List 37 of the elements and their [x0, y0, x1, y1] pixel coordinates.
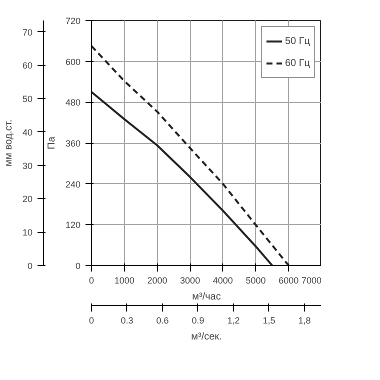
y-tick-label: 360: [65, 138, 81, 148]
y2-tick-label: 20: [22, 194, 33, 204]
y2-tick-label: 40: [22, 127, 33, 138]
x-tick-label: 4000: [212, 276, 233, 286]
y2-tick-label: 0: [27, 261, 33, 271]
y2-tick-label: 50: [22, 94, 33, 104]
legend-label: 50 Гц: [284, 36, 310, 46]
x2-tick-label: 0.3: [120, 316, 134, 326]
y-tick-label: 720: [65, 16, 81, 26]
y2-axis-title: мм вод.ст.: [3, 120, 14, 166]
y-axis-title: Па: [46, 136, 58, 150]
y2-tick-label: 30: [22, 160, 33, 171]
x2-axis-title: м³/сек.: [191, 332, 222, 342]
y-tick-label: 600: [65, 56, 81, 67]
y-tick-label: 240: [65, 179, 81, 190]
y-tick-label: 120: [65, 220, 81, 230]
x2-tick-label: 0.9: [192, 316, 204, 326]
x-tick-label: 7000: [301, 276, 322, 286]
x2-tick-label: 0: [88, 316, 94, 326]
y-tick-label: 0: [75, 261, 81, 271]
x-tick-label: 5000: [246, 276, 266, 286]
y2-tick-label: 60: [22, 60, 33, 71]
x-tick-label: 1000: [114, 276, 134, 286]
y2-tick-label: 70: [22, 27, 33, 38]
x-tick-label: 0: [88, 276, 94, 286]
x2-tick-label: 1,8: [298, 316, 311, 326]
x2-tick-label: 1,5: [262, 316, 276, 326]
x-tick-label: 6000: [278, 276, 299, 286]
legend-label: 60 Гц: [284, 58, 310, 68]
x-axis-title: м³/час: [192, 292, 221, 302]
x2-tick-label: 1,2: [227, 316, 240, 326]
x2-tick-label: 0.6: [156, 316, 169, 326]
line-series: [92, 90, 274, 266]
y-tick-label: 480: [65, 98, 81, 108]
x-tick-label: 3000: [180, 276, 200, 286]
y2-tick-label: 10: [22, 228, 33, 238]
x-tick-label: 2000: [147, 276, 168, 286]
